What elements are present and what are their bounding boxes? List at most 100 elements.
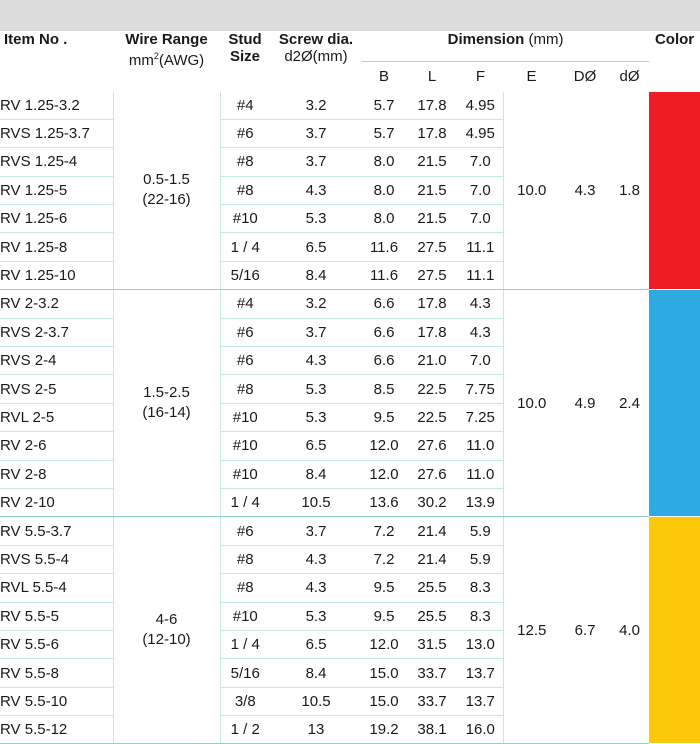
dim-b-cell: 19.2 [362, 715, 406, 744]
stud-size-cell: #4 [220, 91, 270, 120]
screw-dia-cell: 8.4 [270, 261, 362, 291]
table-row: RVS 2-4 #6 4.3 6.6 21.0 7.0 [0, 346, 700, 376]
stud-size-cell: #8 [220, 545, 270, 575]
item-number-cell: RVS 2-3.7 [0, 318, 113, 348]
item-number-cell: RV 5.5-8 [0, 658, 113, 688]
screw-dia-cell: 3.2 [270, 91, 362, 120]
dim-outer-dia-cell: 6.7 [560, 516, 610, 744]
dim-b-cell: 9.5 [362, 573, 406, 603]
stud-size-cell: 5/16 [220, 658, 270, 688]
dim-e-cell: 12.5 [502, 516, 560, 744]
dim-f-cell: 7.75 [458, 374, 503, 404]
screw-dia-cell: 4.3 [270, 176, 362, 206]
table-row: RVL 2-5 #10 5.3 9.5 22.5 7.25 [0, 403, 700, 433]
dim-l-cell: 33.7 [406, 658, 458, 688]
dim-b-cell: 12.0 [362, 630, 406, 660]
dim-f-cell: 8.3 [458, 602, 503, 631]
col-header-outer-dia: DØ [573, 68, 597, 85]
dim-b-cell: 5.7 [362, 91, 406, 120]
stud-size-cell: #10 [220, 602, 270, 631]
dim-b-cell: 6.6 [362, 346, 406, 376]
item-number-cell: RV 2-8 [0, 460, 113, 489]
col-header-l: L [427, 68, 437, 85]
dim-f-cell: 4.95 [458, 91, 503, 120]
table-row: RV 2-6 #10 6.5 12.0 27.6 11.0 [0, 431, 700, 461]
dim-b-cell: 15.0 [362, 687, 406, 717]
item-number-cell: RVS 1.25-4 [0, 147, 113, 177]
dim-b-cell: 8.5 [362, 374, 406, 404]
dim-l-cell: 17.8 [406, 91, 458, 120]
screw-dia-cell: 10.5 [270, 488, 362, 518]
dim-l-cell: 27.5 [406, 261, 458, 291]
table-row: RV 1.25-5 #8 4.3 8.0 21.5 7.0 [0, 176, 700, 206]
dim-f-cell: 13.7 [458, 658, 503, 688]
item-number-cell: RV 1.25-8 [0, 232, 113, 262]
dim-l-cell: 38.1 [406, 715, 458, 744]
table-row: RVS 2-3.7 #6 3.7 6.6 17.8 4.3 [0, 318, 700, 348]
item-number-cell: RVS 1.25-3.7 [0, 119, 113, 149]
table-row: RVS 5.5-4 #8 4.3 7.2 21.4 5.9 [0, 545, 700, 575]
color-swatch [649, 289, 700, 518]
col-header-dimension: Dimension (mm) [362, 31, 650, 62]
dim-e-cell: 10.0 [502, 289, 560, 518]
dim-b-cell: 11.6 [362, 232, 406, 262]
dim-e-cell: 10.0 [502, 91, 560, 291]
wire-range-mm2: 1.5-2.5 [143, 384, 190, 402]
screw-dia-cell: 4.3 [270, 573, 362, 603]
wire-unit-sup: 2 [153, 51, 159, 61]
dim-f-cell: 11.0 [458, 460, 503, 489]
table-row: RV 2-10 1 / 4 10.5 13.6 30.2 13.9 [0, 488, 700, 518]
item-number-cell: RVS 2-4 [0, 346, 113, 376]
screw-header-line1: Screw dia. [278, 31, 354, 48]
dim-l-cell: 25.5 [406, 573, 458, 603]
item-number-cell: RV 2-10 [0, 488, 113, 518]
stud-size-cell: 1 / 2 [220, 715, 270, 744]
dimension-title: Dimension [447, 31, 525, 48]
col-header-stud-size: Stud Size [220, 31, 270, 92]
dim-inner-dia-cell: 4.0 [610, 516, 650, 744]
stud-size-cell: #6 [220, 516, 270, 546]
dim-b-cell: 8.0 [362, 147, 406, 177]
dim-inner-dia-cell: 1.8 [610, 91, 650, 291]
dim-l-cell: 17.8 [406, 289, 458, 319]
table-row: RV 1.25-8 1 / 4 6.5 11.6 27.5 11.1 [0, 232, 700, 262]
table-row: RV 1.25-3.2 0.5-1.5 (22-16) #4 3.2 5.7 17.8 4.9… [0, 91, 700, 291]
screw-dia-cell: 4.3 [270, 545, 362, 575]
wire-range-title: Wire Range [125, 31, 208, 48]
wire-range-awg: (12-10) [142, 631, 191, 649]
dim-f-cell: 7.0 [458, 176, 503, 206]
dim-f-cell: 11.0 [458, 431, 503, 461]
table-row: RV 5.5-3.7 4-6 (12-10) #6 3.7 7.2 21.4 5.9 12.5 6… [0, 516, 700, 744]
table-row: RVS 2-5 #8 5.3 8.5 22.5 7.75 [0, 374, 700, 404]
stud-size-cell: 5/16 [220, 261, 270, 291]
screw-header-line2: d2Ø(mm) [284, 48, 348, 65]
dim-b-cell: 6.6 [362, 289, 406, 319]
screw-dia-cell: 6.5 [270, 630, 362, 660]
col-header-color: Color [654, 31, 695, 48]
item-number-cell: RV 5.5-3.7 [0, 516, 113, 546]
wire-range-cell: 1.5-2.5 (16-14) [112, 289, 221, 518]
dim-inner-dia-cell: 2.4 [610, 289, 650, 518]
item-number-cell: RV 2-3.2 [0, 289, 113, 319]
dimension-subheader-row: B L F E DØ dØ [0, 61, 700, 92]
wire-unit-prefix: mm [128, 52, 154, 69]
screw-dia-cell: 3.7 [270, 147, 362, 177]
dim-l-cell: 21.4 [406, 516, 458, 546]
dim-f-cell: 13.7 [458, 687, 503, 717]
screw-dia-cell: 5.3 [270, 403, 362, 433]
table-row: RV 5.5-6 1 / 4 6.5 12.0 31.5 13.0 [0, 630, 700, 660]
dim-f-cell: 4.3 [458, 289, 503, 319]
screw-dia-cell: 5.3 [270, 374, 362, 404]
screw-dia-cell: 6.5 [270, 431, 362, 461]
screw-dia-cell: 10.5 [270, 687, 362, 717]
dim-f-cell: 7.0 [458, 147, 503, 177]
stud-size-cell: 3/8 [220, 687, 270, 717]
dim-outer-dia-cell: 4.3 [560, 91, 610, 291]
dim-f-cell: 4.3 [458, 318, 503, 348]
col-header-wire-range: Wire Range mm2(AWG) [113, 31, 220, 92]
dim-b-cell: 6.6 [362, 318, 406, 348]
item-number-cell: RVS 2-5 [0, 374, 113, 404]
dim-b-cell: 13.6 [362, 488, 406, 518]
stud-size-cell: #6 [220, 318, 270, 348]
dim-f-cell: 8.3 [458, 573, 503, 603]
